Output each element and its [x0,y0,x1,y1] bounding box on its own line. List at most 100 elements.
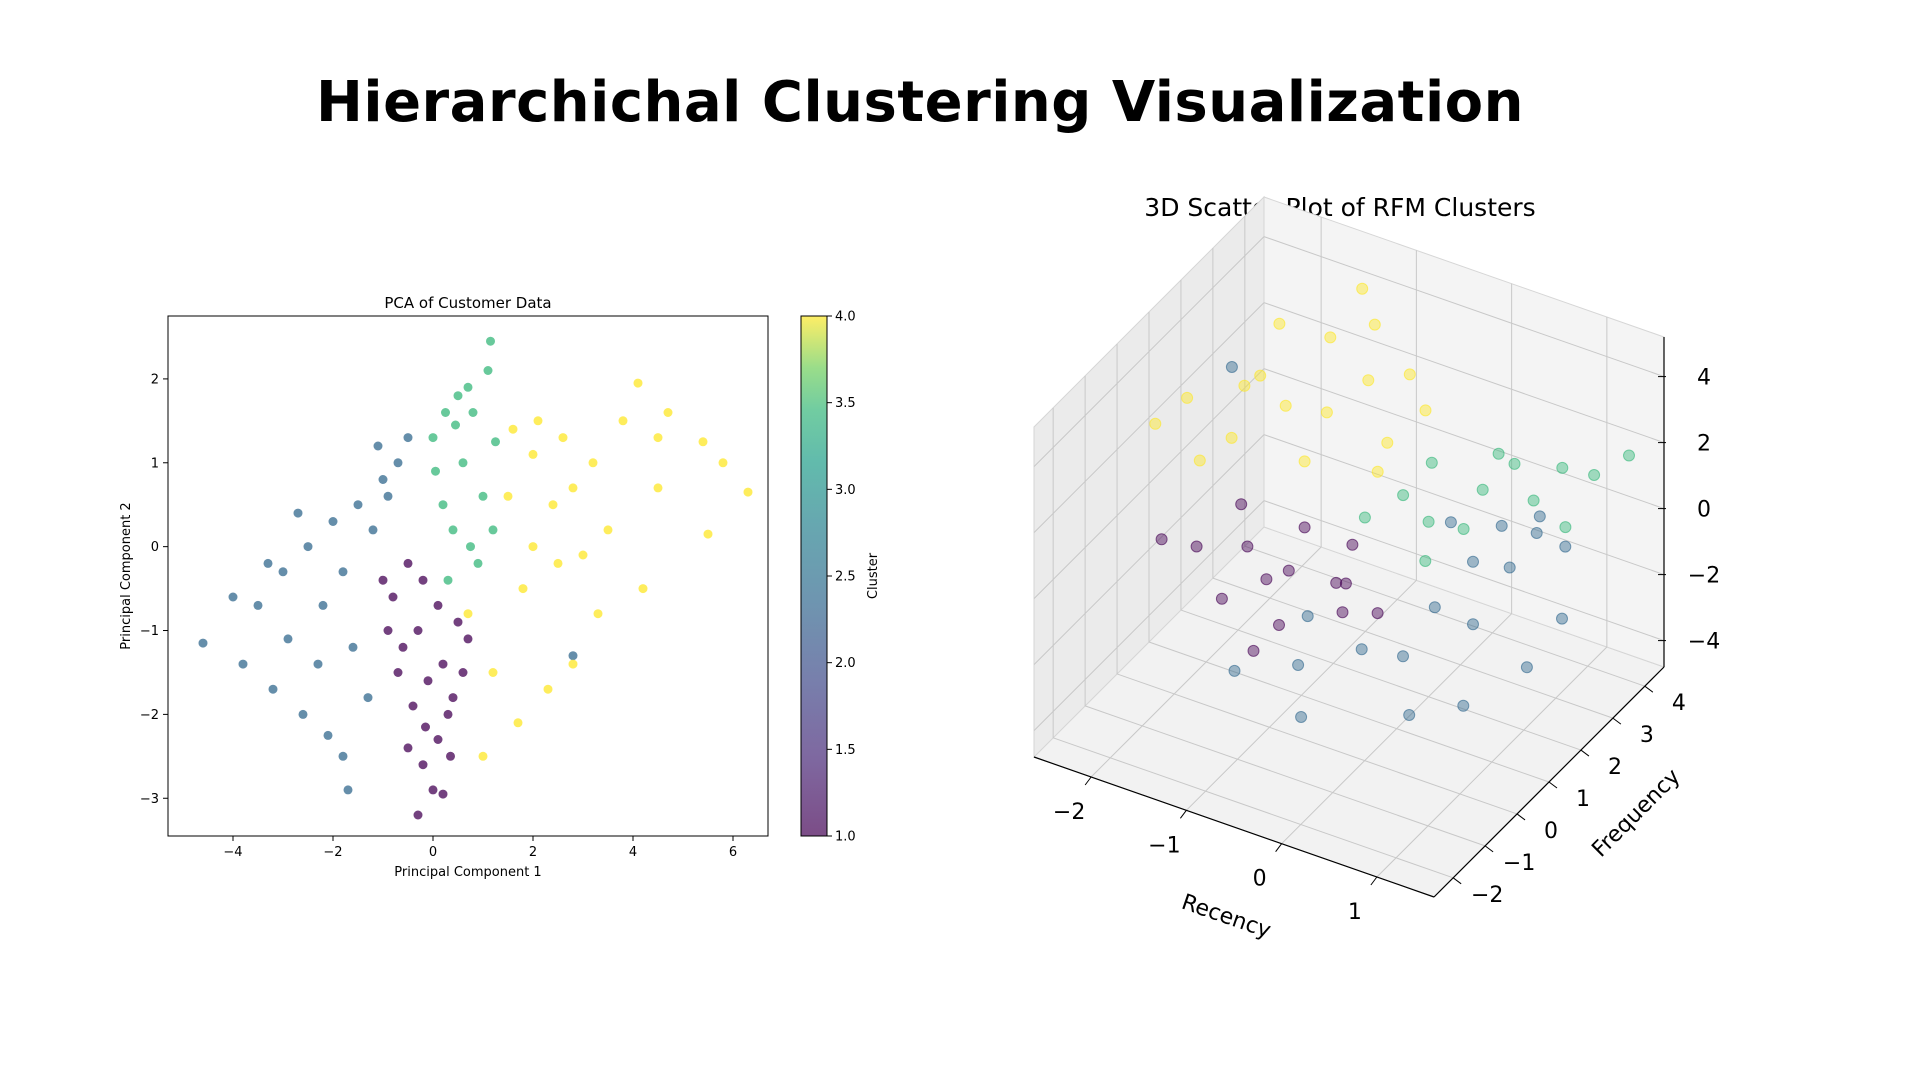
rfm-grid-z-back [1263,236,1665,378]
rfm-point [1193,454,1206,467]
rfm-x-tick [1179,810,1187,819]
rfm-point [1422,515,1435,528]
rfm-point [1495,519,1508,532]
rfm-point [1520,661,1533,674]
rfm-point [1588,469,1601,481]
rfm-points [1149,282,1635,723]
rfm-point [1225,431,1238,444]
rfm-point [1419,555,1432,567]
rfm-x-axis-line [1033,756,1435,898]
rfm-point [1241,540,1254,553]
pca-point [418,575,428,585]
rfm-point [1444,516,1457,529]
rfm-y-tick-label: 3 [1640,723,1654,748]
rfm-point [1428,601,1441,614]
pca-point [438,659,448,669]
rfm-point [1298,455,1311,468]
rfm-y-tick-label: 4 [1672,691,1686,716]
rfm-z-tick-label: −2 [1688,564,1720,589]
pca-point [593,609,603,619]
rfm-x-axis-label: Recency [1178,890,1274,944]
rfm-point [1330,576,1343,589]
pca-point [378,475,388,484]
rfm-x-tick-label: 0 [1253,867,1267,892]
pca-point [568,659,578,669]
pca-point [473,558,483,568]
rfm-point [1467,618,1479,631]
pca-point [478,491,488,501]
pca-point [568,483,578,493]
rfm-point [1556,612,1568,625]
pca-y-tick-label: −3 [140,792,159,807]
rfm-point [1457,523,1470,535]
rfm-point [1358,511,1371,524]
rfm-y-tick [1612,717,1622,725]
rfm-y-tick [1548,781,1558,789]
pca-point [458,458,468,468]
rfm-grid-z-left [1033,236,1265,467]
rfm-x-tick [1275,843,1283,852]
rfm-point [1492,447,1505,460]
rfm-point [1503,561,1516,574]
pca-point [418,760,428,770]
pca-point [393,668,403,677]
pca-point [383,626,393,635]
rfm-y-tick-label: −2 [1471,883,1503,908]
rfm-point [1320,406,1333,419]
pca-point [343,785,353,795]
pca-point [553,558,563,568]
pca-point [463,382,473,392]
colorbar-tick-label: 4.0 [835,310,856,325]
pca-point [413,626,423,635]
pca-point [433,735,443,744]
rfm-point [1279,399,1292,412]
pca-point [428,433,438,443]
pca-point [483,366,493,375]
pca-point [348,642,358,652]
rfm-point [1623,449,1635,462]
rfm-point [1403,709,1416,721]
pca-point [488,525,498,535]
pca-point [618,416,628,426]
rfm-point [1149,417,1162,430]
pca-chart-title: PCA of Customer Data [384,294,551,312]
rfm-point [1235,498,1248,511]
rfm-grid-z-back [1263,368,1665,510]
pca-point [488,668,498,677]
pca-y-tick-label: 1 [151,456,159,471]
rfm-grid-y-floor [1244,545,1645,687]
pca-point [228,592,238,602]
rfm-point [1282,564,1295,577]
pca-point [383,491,393,501]
pca-point [486,336,495,346]
pca-point [463,634,473,644]
rfm-point [1397,489,1410,502]
pca-point [463,609,473,619]
pca-point [318,600,328,610]
pca-y-tick-label: −1 [140,624,159,639]
pca-point [743,487,753,497]
rfm-y-tick-label: 0 [1544,819,1558,844]
pca-point [478,751,488,761]
rfm-y-tick [1516,813,1526,821]
rfm-chart-title: 3D Scatter Plot of RFM Clusters [1144,193,1535,222]
pca-x-tick-label: 0 [429,845,437,860]
pca-point [283,634,293,644]
rfm-y-tick-label: −1 [1503,851,1535,876]
rfm-point [1339,577,1352,590]
rfm-point [1559,521,1572,534]
pca-point [653,483,663,493]
rfm-point [1356,282,1369,295]
rfm-grid-z-left [1033,302,1265,533]
pca-y-tick-label: 0 [151,540,159,555]
rfm-point [1527,494,1540,507]
rfm-point [1362,374,1375,387]
rfm-grid-y-floor [1053,737,1454,879]
rfm-point [1419,404,1432,417]
pca-point [403,433,413,443]
rfm-point [1298,521,1311,534]
pca-points [198,336,753,820]
pca-point [293,508,303,518]
rfm-grid-z-left [1033,500,1265,731]
colorbar-label: Cluster [866,552,881,599]
